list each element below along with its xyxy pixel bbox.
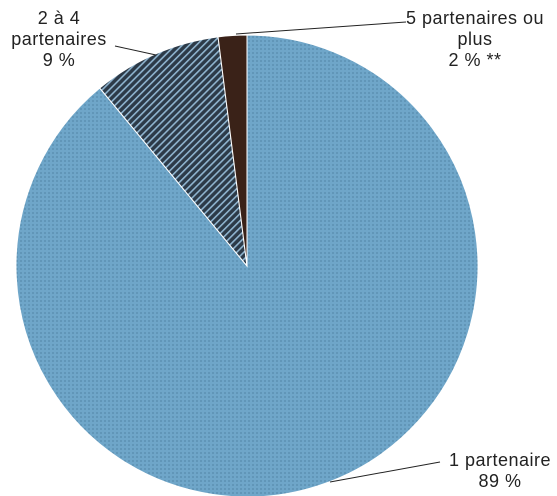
value-label: 2 % ** (448, 50, 502, 70)
leader-line (235, 21, 407, 35)
slice-label: 5 partenaires ou plus 2 % ** (404, 8, 546, 71)
pie-slice (217, 34, 248, 267)
value-label: 89 % (478, 471, 522, 491)
pie (15, 34, 479, 496)
category-label: 1 partenaire (448, 450, 552, 470)
slice-label: 2 à 4 partenaires 9 % (0, 8, 118, 71)
category-label: 5 partenaires ou plus (405, 8, 545, 49)
pie-slice (15, 34, 479, 496)
slice-label: 1 partenaire 89 % (440, 450, 557, 492)
leader-line (329, 461, 441, 483)
leader-line (114, 45, 157, 56)
category-label: 2 à 4 partenaires (11, 8, 107, 49)
pie-slice (99, 36, 248, 268)
value-label: 9 % (42, 50, 76, 70)
